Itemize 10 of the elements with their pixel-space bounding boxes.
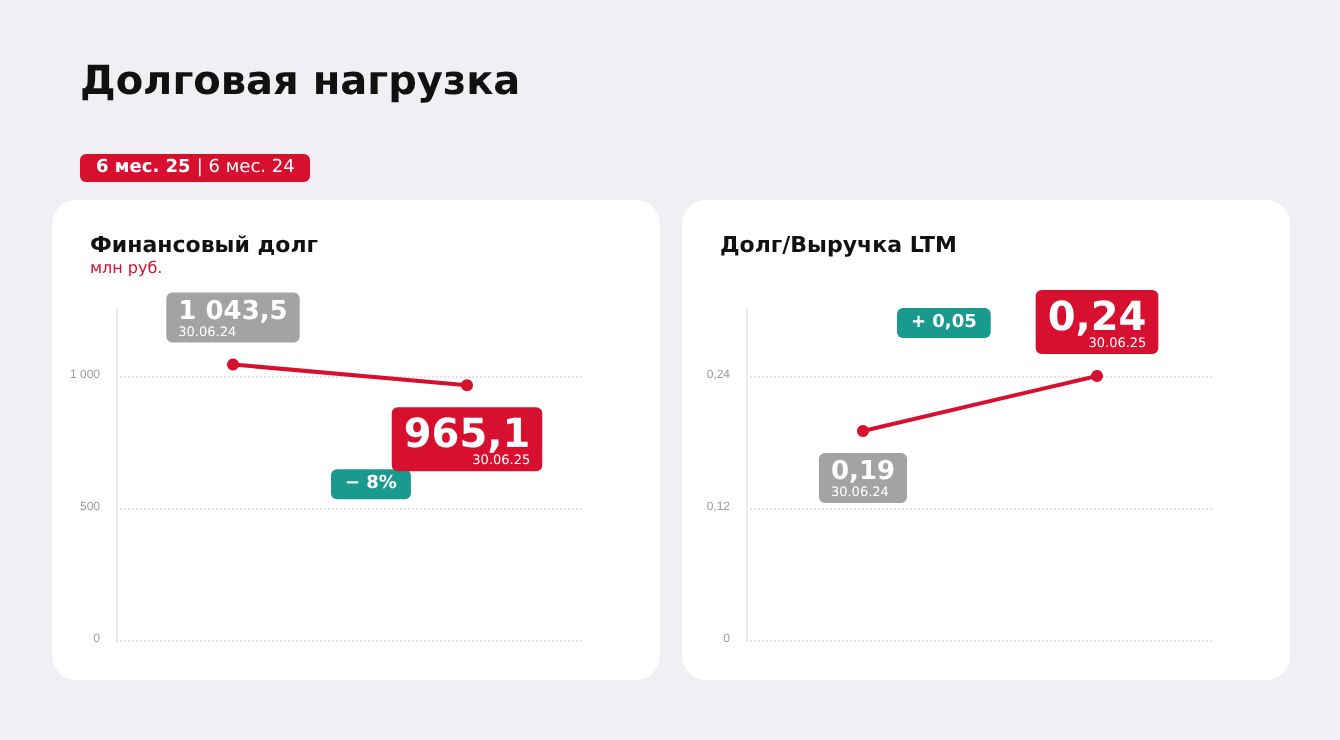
chart-subtitle: млн руб.	[90, 259, 163, 277]
annotation: + 0,05	[911, 313, 977, 333]
chart-title: Финансовый долг	[90, 232, 319, 258]
annotation: − 8%	[345, 474, 397, 495]
data-label: 0,19	[830, 457, 896, 487]
text: 6 мес. 25 | 6 мес. 24	[80, 154, 311, 182]
text: Долговая нагрузка	[80, 56, 521, 104]
data-label: 1 043,5	[178, 296, 288, 327]
data-label: 0,24	[1047, 292, 1147, 340]
chart-title: Долг/Выручка LTM	[720, 232, 957, 258]
